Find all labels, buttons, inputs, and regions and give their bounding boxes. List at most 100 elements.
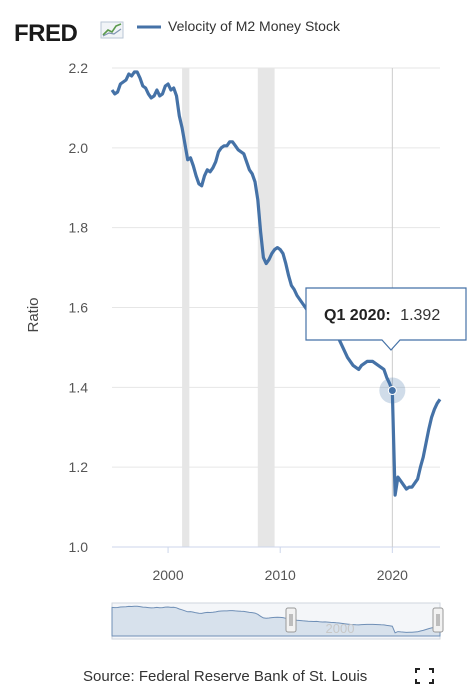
data-point xyxy=(374,362,377,365)
data-point xyxy=(424,442,427,445)
data-point xyxy=(399,480,402,483)
data-point xyxy=(354,366,357,369)
data-point xyxy=(279,248,282,251)
navigator-handle-right[interactable] xyxy=(432,607,444,633)
data-point xyxy=(346,356,349,359)
navigator-series-area xyxy=(111,605,441,637)
data-point xyxy=(290,284,293,287)
data-point xyxy=(253,180,256,183)
data-point xyxy=(262,256,265,259)
y-tick-label: 1.8 xyxy=(69,220,89,236)
x-tick-label: 2020 xyxy=(377,567,408,583)
data-point xyxy=(433,408,436,411)
series-line-velocity-m2[interactable] xyxy=(110,70,442,497)
y-tick-label: 1.6 xyxy=(69,300,89,316)
tooltip-date: Q1 2020: xyxy=(324,307,391,324)
legend-series-label[interactable]: Velocity of M2 Money Stock xyxy=(168,18,341,34)
data-point xyxy=(214,160,217,163)
tooltip-text: Q1 2020: 1.392 xyxy=(324,307,440,324)
x-tick-label: 2010 xyxy=(265,567,296,583)
data-point xyxy=(416,478,419,481)
data-point xyxy=(284,262,287,265)
data-point xyxy=(186,158,189,161)
range-navigator[interactable]: 2000 xyxy=(111,602,444,640)
data-point xyxy=(130,74,133,77)
x-tick-label: 2000 xyxy=(152,567,183,583)
data-point xyxy=(220,146,223,149)
data-point xyxy=(139,76,142,79)
data-point xyxy=(164,84,167,87)
data-point xyxy=(273,248,276,251)
header: FRED Velocity of M2 Money Stock xyxy=(14,18,341,47)
data-point xyxy=(122,80,125,83)
navigator-year-label: 2000 xyxy=(326,621,355,636)
data-point xyxy=(209,170,212,173)
data-point xyxy=(141,84,144,87)
fullscreen-icon[interactable] xyxy=(415,668,434,684)
source-credit: Source: Federal Reserve Bank of St. Loui… xyxy=(83,668,367,685)
data-point xyxy=(352,364,355,367)
data-point xyxy=(394,494,397,497)
data-point xyxy=(113,92,116,95)
data-point xyxy=(153,94,156,97)
data-point xyxy=(228,140,231,143)
data-point xyxy=(223,144,226,147)
data-point xyxy=(111,88,114,91)
data-point xyxy=(200,184,203,187)
data-point xyxy=(410,486,413,489)
data-point xyxy=(234,144,237,147)
data-point xyxy=(380,366,383,369)
data-point xyxy=(296,294,299,297)
data-point xyxy=(270,252,273,255)
data-point xyxy=(181,126,184,129)
data-point xyxy=(357,368,360,371)
y-axis-tick-labels: 1.0 1.2 1.4 1.6 1.8 2.0 2.2 xyxy=(69,60,89,555)
y-tick-label: 2.0 xyxy=(69,140,89,156)
data-point xyxy=(422,456,425,459)
y-axis-label: Ratio xyxy=(25,297,42,332)
data-point xyxy=(167,82,170,85)
data-point xyxy=(287,274,290,277)
data-point xyxy=(161,92,164,95)
data-point xyxy=(371,360,374,363)
data-point xyxy=(301,302,304,305)
data-point xyxy=(133,70,136,73)
data-point xyxy=(377,364,380,367)
data-point xyxy=(405,488,408,491)
data-point xyxy=(349,360,352,363)
data-point xyxy=(119,82,122,85)
data-point xyxy=(245,160,248,163)
data-point xyxy=(169,88,172,91)
data-point xyxy=(248,168,251,171)
data-point xyxy=(419,466,422,469)
data-point xyxy=(155,88,158,91)
data-point xyxy=(150,96,153,99)
data-point xyxy=(256,198,259,201)
data-point xyxy=(360,364,363,367)
navigator-handle-left[interactable] xyxy=(285,607,297,633)
fred-logo[interactable]: FRED xyxy=(14,20,78,47)
y-tick-label: 2.2 xyxy=(69,60,89,76)
data-point xyxy=(242,152,245,155)
data-point xyxy=(298,298,301,301)
data-point xyxy=(158,94,161,97)
data-point xyxy=(276,246,279,249)
data-point xyxy=(430,416,433,419)
data-point xyxy=(189,156,192,159)
data-point xyxy=(211,166,214,169)
data-point xyxy=(127,72,130,75)
data-point xyxy=(251,172,254,175)
data-point xyxy=(436,402,439,405)
data-point xyxy=(178,114,181,117)
x-axis-tick-labels: 2000 2010 2020 xyxy=(152,547,408,583)
data-point xyxy=(125,78,128,81)
data-point xyxy=(192,164,195,167)
hover-point-marker[interactable] xyxy=(387,386,397,396)
data-point xyxy=(147,92,150,95)
data-point xyxy=(366,360,369,363)
data-point xyxy=(402,484,405,487)
data-point xyxy=(382,368,385,371)
data-point xyxy=(282,252,285,255)
